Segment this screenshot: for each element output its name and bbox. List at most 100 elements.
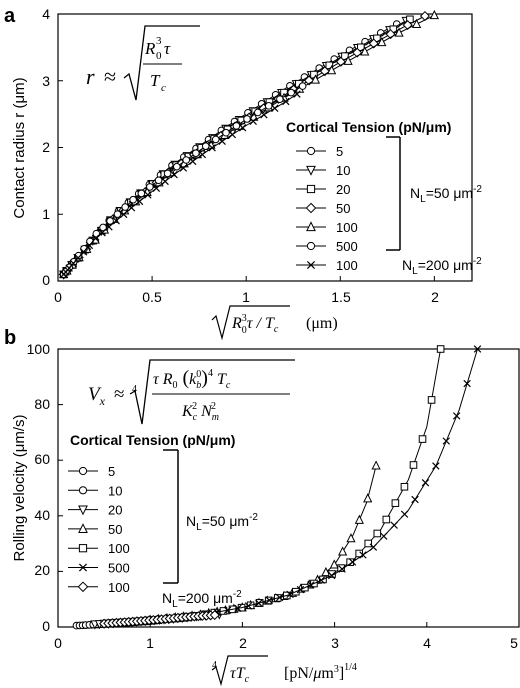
panel-a-xtick-4: 2 <box>431 289 439 305</box>
panel-a-series-6-point <box>271 104 279 112</box>
panel-b-legend-row-6: 100 <box>68 580 130 595</box>
panel-a-ylabel: Contact radius r (μm) <box>11 77 28 218</box>
panel-a-series-5-point <box>192 149 200 157</box>
panel-b-series-5-line <box>196 348 478 617</box>
panel-b-series-4-point <box>382 515 391 524</box>
panel-a-legend-row-5: 500 <box>296 239 358 254</box>
panel-b-series-6-point <box>209 610 220 621</box>
panel-b-legend-title: Cortical Tension (pN/μm) <box>70 432 235 448</box>
panel-a-series-6-point <box>144 191 152 199</box>
panel-a-legend-label-3: 50 <box>336 201 350 216</box>
panel-a-legend-label-0: 5 <box>336 144 343 159</box>
panel-b-plot-area <box>57 345 520 630</box>
panel-b-legend-label-5: 500 <box>108 561 130 576</box>
panel-b-formula-numerator: τ R0 (kb0)4 Tc <box>153 367 231 391</box>
panel-b-series-5-point <box>442 437 450 445</box>
panel-b-xtick-5: 5 <box>510 635 518 651</box>
panel-b-xlabel-root-index: 4 <box>212 660 217 671</box>
panel-a-legend-row-3: 50 <box>296 201 350 216</box>
panel-a-series-4-point <box>429 9 439 20</box>
panel-a-xtick-0: 0 <box>54 289 62 305</box>
panel-a-series-6-point <box>208 144 216 152</box>
panel-b-yticks: 0 20 40 60 80 100 <box>27 341 51 634</box>
panel-b-series-4-point <box>373 529 382 538</box>
panel-a-series-6-point <box>282 97 290 106</box>
panel-b-formula-root-index: 4 <box>132 384 137 395</box>
panel-b-series-5-point <box>411 495 419 504</box>
panel-a-series-5-point <box>276 95 284 103</box>
panel-b-ytick-5: 100 <box>27 341 51 357</box>
panel-b-legend-rows: 5 10 20 50 100 500 100 <box>68 464 130 595</box>
panel-b-series-5-point <box>244 602 253 610</box>
panel-a-ytick-4: 4 <box>42 6 50 22</box>
panel-a-legend-row-6: 100 <box>296 258 358 273</box>
panel-b-series-5-point <box>338 565 346 573</box>
panel-b-xtick-3: 3 <box>331 635 339 651</box>
panel-a: a Contact radius r (μm) 0 1 2 3 4 0 0.5 … <box>4 5 482 341</box>
panel-a-legend-label-1: 10 <box>336 163 350 178</box>
panel-a-series-5-point <box>201 142 210 150</box>
panel-a-series-3 <box>58 10 430 280</box>
panel-a-legend-marker-2 <box>306 184 316 194</box>
panel-b-frame <box>57 348 520 628</box>
panel-b-series-3-point <box>321 566 331 577</box>
panel-a-series-5-point <box>222 128 230 137</box>
panel-a-series-6-point <box>85 241 94 250</box>
panel-a-series-6-point <box>228 130 237 139</box>
panel-a-formula-lhs: r <box>86 64 95 89</box>
panel-a-legend-marker-5 <box>306 241 316 251</box>
panel-a-series-5-point <box>113 210 122 218</box>
panel-a-legend-marker-1 <box>306 165 316 176</box>
panel-a-series-6 <box>59 90 301 279</box>
panel-a-formula-sub: 0 <box>156 50 162 62</box>
panel-a-frame <box>57 13 473 282</box>
panel-a-series-5-point <box>298 82 307 90</box>
panel-a-series-6-point <box>198 150 207 159</box>
panel-a-series-3-point <box>335 56 346 67</box>
panel-a-series-6-point <box>112 217 120 225</box>
panel-a-xlabel-sqrt <box>211 305 290 341</box>
panel-a-series-4-point <box>343 55 353 65</box>
panel-a-series-4-point <box>327 64 337 75</box>
panel-a-group-label-200: NL=200 μm-2 <box>402 256 482 277</box>
panel-a-series-6-point <box>135 197 144 206</box>
panel-b-series-5-point <box>275 593 284 602</box>
panel-b-legend-row-1: 10 <box>68 483 122 498</box>
panel-a-series-6-point <box>238 124 247 132</box>
panel-b-ytick-3: 60 <box>34 451 50 467</box>
panel-a-legend-marker-6 <box>306 260 316 270</box>
panel-b-xtick-1: 1 <box>146 635 154 651</box>
panel-b-legend-row-2: 20 <box>68 503 122 518</box>
panel-b-series-5-point <box>473 345 482 353</box>
panel-a-letter: a <box>4 5 16 27</box>
panel-a-formula-den: T <box>150 71 161 90</box>
panel-a-series-6-point <box>127 204 136 212</box>
panel-b-series-4-point <box>391 499 400 507</box>
panel-b-legend: Cortical Tension (pN/μm) 5 10 20 50 100 500 10… <box>68 432 258 610</box>
panel-a-series-2-line <box>63 18 411 275</box>
panel-a-formula-approx: ≈ <box>104 64 116 89</box>
panel-b-legend-marker-0 <box>78 466 88 476</box>
panel-b-legend-row-0: 5 <box>68 464 115 479</box>
panel-a-legend-title: Cortical Tension (pN/μm) <box>286 119 451 135</box>
panel-a-series-1-line <box>63 20 407 275</box>
panel-a-series-5-point <box>106 217 114 225</box>
panel-b-xtick-4: 4 <box>423 635 431 651</box>
panel-b-formula-root <box>129 359 295 425</box>
panel-a-series-6-point <box>170 170 178 179</box>
panel-a-ytick-1: 1 <box>42 206 50 222</box>
panel-b-xlabel-unit: [pN/μm3]1/4 <box>284 662 357 682</box>
panel-b-series-4-point <box>355 549 363 558</box>
panel-b-series-3-point <box>371 460 381 470</box>
panel-b-series-4-point <box>409 461 418 469</box>
panel-b-series-5-point <box>234 604 242 613</box>
panel-a-series-4 <box>59 9 439 279</box>
panel-a-xlabel: R03τ / Tc (μm) <box>211 305 338 341</box>
panel-a-legend-label-5: 500 <box>336 239 358 254</box>
panel-a-xticks: 0 0.5 1 1.5 2 <box>54 289 439 305</box>
panel-a-series-4-point <box>377 36 387 47</box>
panel-b-series-5-point <box>327 571 336 580</box>
panel-a-formula: r ≈ R 0 3 τ T c <box>86 25 200 101</box>
panel-b-legend-label-4: 100 <box>108 541 130 556</box>
panel-b: b Rolling velocity (μm/s) 0 20 40 60 80 … <box>4 327 520 687</box>
